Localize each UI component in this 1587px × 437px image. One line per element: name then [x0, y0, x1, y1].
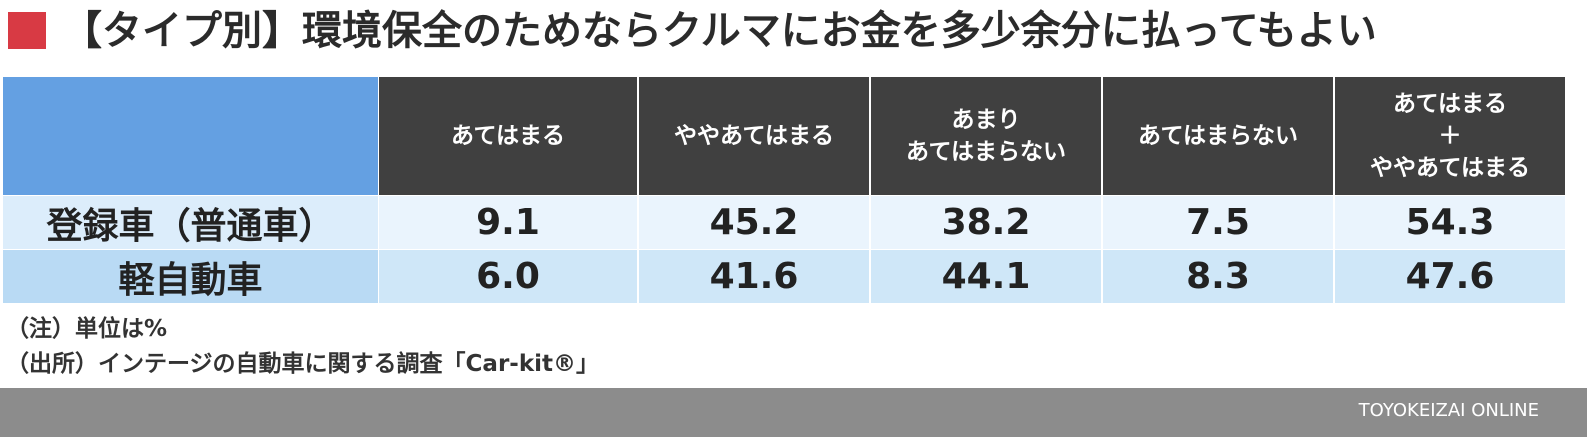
footer-brand: TOYOKEIZAI ONLINE [1358, 400, 1539, 421]
data-cell: 9.1 [379, 196, 637, 249]
header-line: ややあてはまる [1369, 155, 1531, 181]
note: （注）単位は% [6, 316, 168, 342]
corner-cell [3, 77, 378, 195]
column-header: あてはまる [379, 77, 637, 195]
footer-bar: TOYOKEIZAI ONLINE [0, 388, 1587, 437]
data-cell: 41.6 [639, 250, 869, 303]
header-line: あてはまる [1392, 91, 1508, 117]
data-cell: 8.3 [1103, 250, 1333, 303]
title-marker [8, 12, 46, 49]
column-header: あてはまらない [1103, 77, 1333, 195]
header-line: あてはまらない [905, 139, 1067, 165]
header-line: あてはまる [450, 123, 566, 149]
header-line: ＋ [1438, 123, 1462, 149]
data-cell: 47.6 [1335, 250, 1565, 303]
data-cell: 7.5 [1103, 196, 1333, 249]
data-cell: 54.3 [1335, 196, 1565, 249]
header-line: あまり [951, 107, 1021, 133]
header-line: あてはまらない [1137, 123, 1299, 149]
data-cell: 6.0 [379, 250, 637, 303]
note: （出所）インテージの自動車に関する調査「Car-kit®」 [6, 351, 600, 377]
data-cell: 45.2 [639, 196, 869, 249]
column-header: あてはまる ＋ ややあてはまる [1335, 77, 1565, 195]
data-cell: 38.2 [871, 196, 1101, 249]
column-header: あまりあてはまらない [871, 77, 1101, 195]
row-label: 登録車（普通車） [3, 196, 378, 249]
notes: （注）単位は% （出所）インテージの自動車に関する調査「Car-kit®」 [6, 312, 599, 382]
data-cell: 44.1 [871, 250, 1101, 303]
title: 【タイプ別】環境保全のためならクルマにお金を多少余分に払ってもよい [62, 8, 1377, 54]
header-line: ややあてはまる [673, 123, 835, 149]
row-label: 軽自動車 [3, 250, 378, 303]
column-header: ややあてはまる [639, 77, 869, 195]
